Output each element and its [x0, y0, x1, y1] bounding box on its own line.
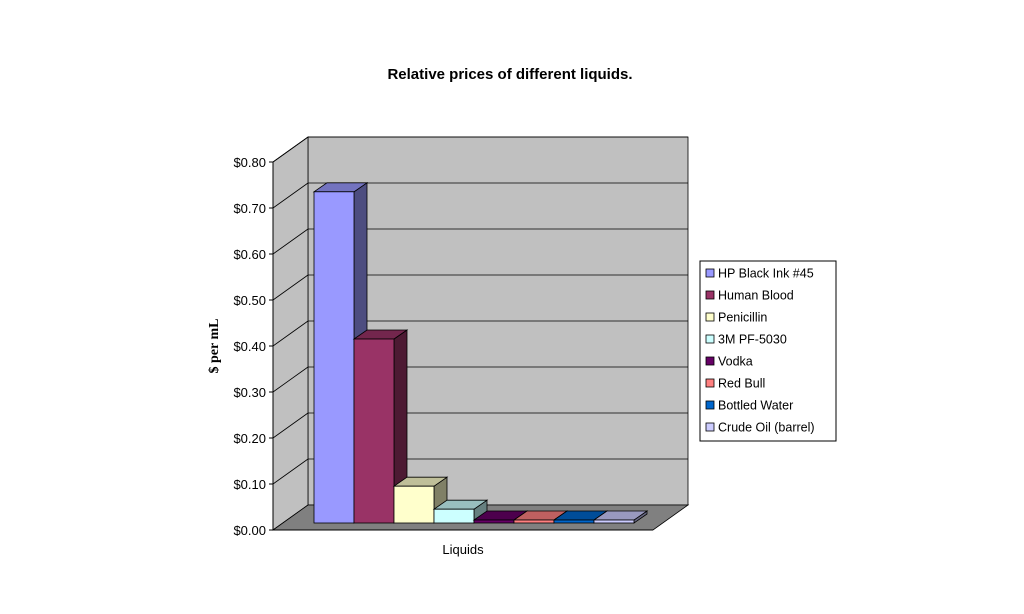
- legend-label: Penicillin: [718, 311, 767, 325]
- legend-item: Red Bull: [705, 377, 765, 391]
- gridline-side: [272, 182, 309, 209]
- gridline-side: [272, 228, 309, 255]
- bar-front: [593, 519, 635, 524]
- bar-3m-pf-5030: [432, 499, 489, 524]
- gridline-side: [272, 458, 309, 485]
- y-tick-label: $0.30: [233, 385, 266, 400]
- chart-title: Relative prices of different liquids.: [387, 66, 632, 83]
- legend-label: Bottled Water: [718, 399, 793, 413]
- legend-item: Crude Oil (barrel): [705, 421, 815, 435]
- gridline-side: [272, 136, 309, 163]
- y-tick-label: $0.50: [233, 293, 266, 308]
- y-axis-ticks: $0.00 $0.10 $0.20 $0.30 $0.40 $0.50 $0.60 $0.70…: [233, 155, 273, 538]
- bar-front: [313, 191, 355, 524]
- gridline-side: [272, 274, 309, 301]
- legend-label: Human Blood: [718, 289, 794, 303]
- y-tick-label: $0.00: [233, 523, 266, 538]
- legend-label: Crude Oil (barrel): [718, 421, 815, 435]
- legend-label: HP Black Ink #45: [718, 267, 814, 281]
- bars: [312, 182, 649, 524]
- y-tick-label: $0.40: [233, 339, 266, 354]
- y-axis-label: $ per mL: [207, 319, 222, 374]
- bar-crude-oil-barrel: [592, 510, 649, 524]
- gridline-side: [272, 366, 309, 393]
- x-axis-label: Liquids: [442, 542, 484, 557]
- gridline-side: [272, 320, 309, 347]
- legend-box: [699, 260, 837, 442]
- legend-swatch: [705, 356, 715, 366]
- y-tick-label: $0.70: [233, 201, 266, 216]
- legend-swatch: [705, 400, 715, 410]
- bar-front: [553, 519, 595, 524]
- legend-label: Red Bull: [718, 377, 765, 391]
- legend-swatch: [705, 312, 715, 322]
- legend-swatch: [705, 422, 715, 432]
- legend-item: Bottled Water: [705, 399, 793, 413]
- bar-front: [513, 519, 555, 524]
- legend-item: HP Black Ink #45: [705, 267, 814, 281]
- gridline-side: [272, 412, 309, 439]
- bar-front: [473, 519, 515, 524]
- legend: HP Black Ink #45 Human Blood Penicillin 3M …: [705, 267, 815, 435]
- y-tick-label: $0.10: [233, 477, 266, 492]
- legend-swatch: [705, 290, 715, 300]
- legend-item: 3M PF-5030: [705, 333, 787, 347]
- legend-swatch: [705, 378, 715, 388]
- legend-swatch: [705, 334, 715, 344]
- legend-item: Vodka: [705, 355, 753, 369]
- legend-item: Penicillin: [705, 311, 767, 325]
- legend-item: Human Blood: [705, 289, 794, 303]
- bar-front: [433, 508, 475, 524]
- legend-label: Vodka: [718, 355, 753, 369]
- legend-label: 3M PF-5030: [718, 333, 787, 347]
- y-tick-label: $0.20: [233, 431, 266, 446]
- bar-front: [393, 485, 435, 524]
- bar-front: [353, 338, 395, 524]
- y-tick-label: $0.80: [233, 155, 266, 170]
- y-tick-label: $0.60: [233, 247, 266, 262]
- legend-swatch: [705, 268, 715, 278]
